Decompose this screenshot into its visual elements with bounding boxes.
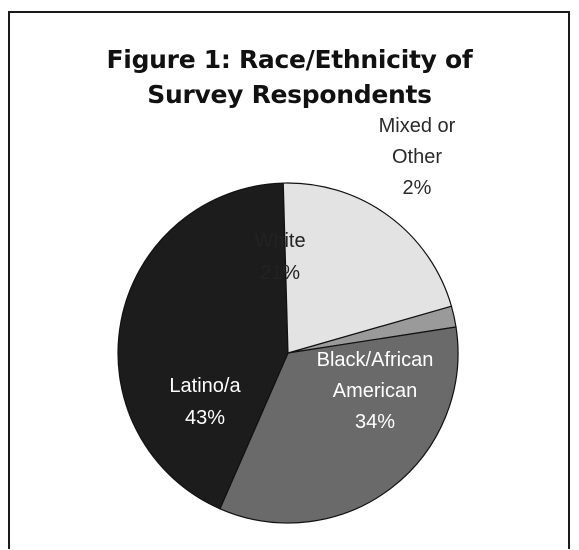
pie-slice-black-african-american bbox=[219, 326, 459, 524]
slice-label-mixed-or-other-line-3: 2% bbox=[403, 177, 432, 199]
pie-slice-latino-a bbox=[117, 182, 289, 510]
figure-frame bbox=[8, 11, 570, 549]
chart-title-line-1: Figure 1: Race/Ethnicity of bbox=[106, 45, 473, 74]
slice-label-latino-a-line-2: 43% bbox=[185, 407, 225, 429]
chart-title-line-2: Survey Respondents bbox=[147, 80, 432, 109]
slice-label-latino-a-line-1: Latino/a bbox=[169, 375, 241, 397]
slice-label-white: White 21% bbox=[254, 230, 305, 284]
slice-label-latino-a: Latino/a 43% bbox=[169, 375, 241, 429]
slice-label-mixed-or-other: Mixed or Other 2% bbox=[379, 115, 456, 199]
slice-label-black-african-american-line-3: 34% bbox=[355, 411, 395, 433]
slice-label-white-line-2: 21% bbox=[260, 262, 300, 284]
slice-label-mixed-or-other-line-2: Other bbox=[392, 146, 442, 168]
slice-label-black-african-american-line-2: American bbox=[333, 380, 417, 402]
slice-label-mixed-or-other-line-1: Mixed or bbox=[379, 115, 456, 137]
slice-label-white-line-1: White bbox=[254, 230, 305, 252]
pie-slice-white bbox=[282, 182, 453, 354]
slice-label-black-african-american: Black/African American 34% bbox=[317, 349, 434, 433]
chart-title: Figure 1: Race/Ethnicity of Survey Respo… bbox=[0, 42, 579, 112]
slice-label-black-african-american-line-1: Black/African bbox=[317, 349, 434, 371]
